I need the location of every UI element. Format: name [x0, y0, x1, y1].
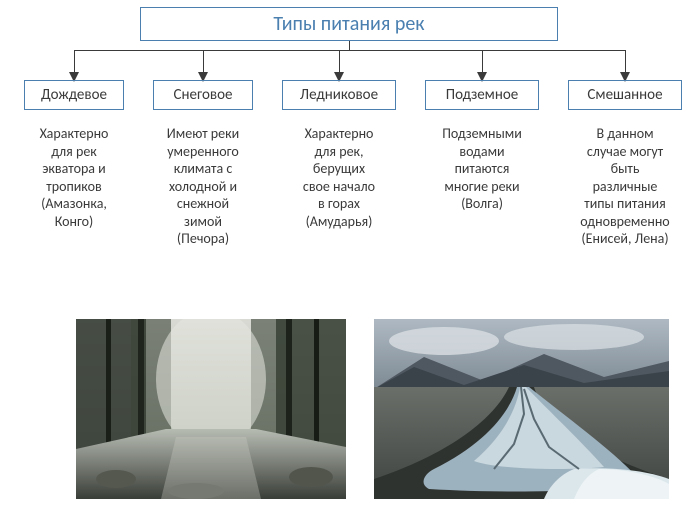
type-label: Подземное [446, 86, 518, 104]
connector-arrow [339, 50, 340, 81]
connector-layer [0, 41, 700, 81]
type-box: Снеговое [153, 80, 253, 110]
title-stub [349, 41, 350, 50]
photo-glacier-river [374, 319, 669, 499]
type-desc: Характерно для рек экватора и тропиков (… [20, 125, 128, 230]
photo-forest-stream [76, 319, 346, 499]
type-box: Смешанное [568, 80, 682, 110]
type-label: Снеговое [174, 86, 233, 104]
connector-arrow [74, 50, 75, 81]
diagram-title: Типы питания рек [140, 7, 558, 41]
type-label: Смешанное [587, 86, 662, 104]
type-desc: В данном случае могут быть различные тип… [566, 125, 684, 248]
type-box: Дождевое [24, 80, 124, 110]
connector-hline [74, 50, 625, 51]
type-desc: Подземными водами питаются многие реки (… [426, 125, 538, 213]
type-box: Ледниковое [282, 80, 396, 110]
connector-arrow [203, 50, 204, 81]
connector-arrow [482, 50, 483, 81]
connector-arrow [625, 50, 626, 81]
type-desc: Характерно для рек, берущих свое начало … [284, 125, 394, 230]
type-box: Подземное [425, 80, 539, 110]
type-label: Дождевое [41, 86, 107, 104]
type-label: Ледниковое [300, 86, 378, 104]
type-desc: Имеют реки умеренного климата с холодной… [149, 125, 257, 248]
diagram-title-text: Типы питания рек [273, 12, 424, 36]
